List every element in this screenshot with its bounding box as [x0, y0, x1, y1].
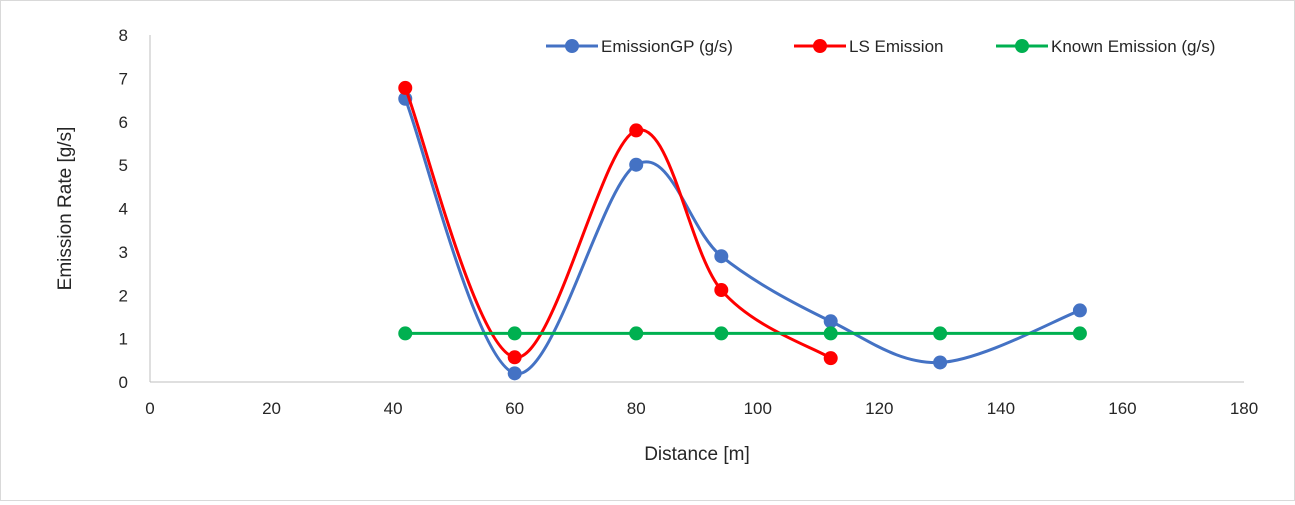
y-tick-label: 1 — [119, 330, 128, 349]
x-tick-label: 180 — [1230, 399, 1258, 418]
data-point — [1072, 326, 1087, 341]
x-tick-label: 100 — [744, 399, 772, 418]
data-point — [714, 283, 729, 298]
x-tick-label: 120 — [865, 399, 893, 418]
legend-marker — [813, 39, 827, 53]
data-point — [933, 355, 948, 370]
series-1 — [398, 80, 838, 366]
data-point — [823, 326, 838, 341]
series-line — [403, 87, 832, 360]
axes — [149, 35, 1244, 383]
x-tick-label: 160 — [1108, 399, 1136, 418]
data-point — [823, 351, 838, 366]
data-point — [507, 326, 522, 341]
y-tick-label: 2 — [119, 286, 128, 305]
x-tick-label: 140 — [987, 399, 1015, 418]
series-0 — [398, 91, 1087, 381]
y-tick-label: 3 — [119, 243, 128, 262]
legend-label: LS Emission — [849, 37, 943, 56]
data-point — [507, 350, 522, 365]
x-tick-labels: 0 20 40 60 80 100 120 140 160 180 — [145, 399, 1258, 418]
data-point — [1072, 303, 1087, 318]
legend-label: Known Emission (g/s) — [1051, 37, 1215, 56]
y-tick-label: 6 — [119, 113, 128, 132]
x-tick-label: 80 — [627, 399, 646, 418]
legend-item: LS Emission — [794, 37, 943, 56]
data-point — [398, 326, 413, 341]
data-point — [933, 326, 948, 341]
y-tick-labels: 0 1 2 3 4 5 6 7 8 — [119, 26, 128, 392]
legend-marker — [1015, 39, 1029, 53]
data-point — [507, 366, 522, 381]
legend-item: Known Emission (g/s) — [996, 37, 1215, 56]
legend: EmissionGP (g/s) LS Emission Known Emissio… — [546, 37, 1215, 56]
y-axis-title: Emission Rate [g/s] — [55, 127, 76, 291]
y-tick-label: 7 — [119, 69, 128, 88]
data-point — [714, 249, 729, 264]
y-tick-label: 4 — [119, 200, 128, 219]
data-point — [629, 157, 644, 172]
x-tick-label: 20 — [262, 399, 281, 418]
x-tick-label: 0 — [145, 399, 154, 418]
x-tick-label: 40 — [384, 399, 403, 418]
y-tick-label: 0 — [119, 373, 128, 392]
x-axis-title: Distance [m] — [644, 444, 750, 465]
legend-item: EmissionGP (g/s) — [546, 37, 733, 56]
legend-label: EmissionGP (g/s) — [601, 37, 733, 56]
legend-marker — [565, 39, 579, 53]
y-tick-label: 8 — [119, 26, 128, 45]
y-tick-label: 5 — [119, 156, 128, 175]
data-point — [629, 326, 644, 341]
series-2 — [398, 326, 1087, 341]
data-point — [714, 326, 729, 341]
x-tick-label: 60 — [505, 399, 524, 418]
data-point — [823, 314, 838, 329]
series-layer — [398, 80, 1087, 381]
data-point — [398, 80, 413, 95]
data-point — [629, 123, 644, 138]
